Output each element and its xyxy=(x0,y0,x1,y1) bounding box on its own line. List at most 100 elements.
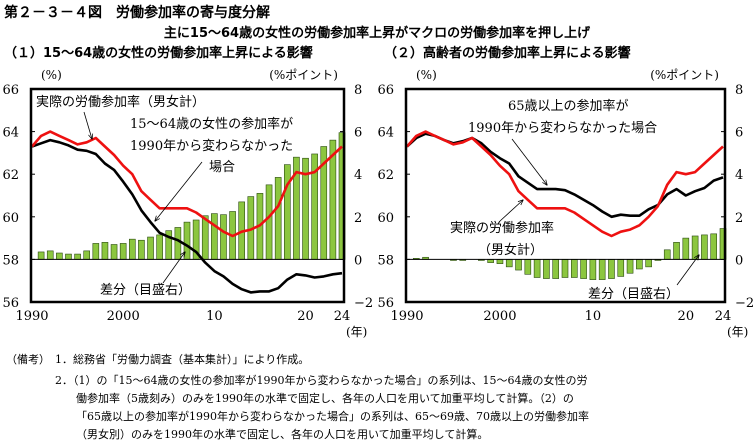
x-tick-label: 1990 xyxy=(15,309,48,324)
diff-bar xyxy=(533,259,541,278)
diff-bar xyxy=(101,242,109,260)
panel1-actual-arrow xyxy=(83,111,92,139)
x-axis-label: (年) xyxy=(727,325,748,339)
diff-bar xyxy=(561,259,569,278)
panel1-diff-label: 差分（目盛右） xyxy=(100,283,191,298)
panel1-cf-arrow xyxy=(155,161,203,221)
y-right-axis-label: (%ポイント) xyxy=(650,68,719,82)
panel1-actual-label: 実際の労働参加率（男女計） xyxy=(36,94,205,110)
diff-bar xyxy=(673,242,680,260)
panel2-cf-label-1: 65歳以上の参加率が xyxy=(508,98,629,114)
panel1-cf-label-3: 場合 xyxy=(209,160,235,175)
diff-bar xyxy=(626,259,634,274)
panel2-cf-label-2: 1990年から変わらなかった場合 xyxy=(468,120,657,136)
diff-bar xyxy=(543,259,550,279)
diff-bar xyxy=(201,215,209,260)
figure-title: 第２－３－４図 労働参加率の寄与度分解 xyxy=(4,5,270,21)
y-right-tick-label: 2 xyxy=(735,211,743,226)
diff-bar xyxy=(552,259,560,279)
x-axis-label: (年) xyxy=(346,325,367,339)
diff-bar xyxy=(220,214,227,260)
diff-bar xyxy=(580,259,587,279)
plot-frame xyxy=(29,87,346,304)
diff-bar xyxy=(515,259,522,271)
y-left-tick-label: 60 xyxy=(377,211,394,226)
diff-bar xyxy=(74,253,81,260)
y-left-tick-label: 58 xyxy=(2,253,19,268)
diff-bar xyxy=(65,253,72,260)
y-left-tick-label: 66 xyxy=(2,83,19,98)
panel1-title: （１）15～64歳の女性の労働参加率上昇による影響 xyxy=(4,46,313,61)
diff-bar xyxy=(636,259,643,270)
panel2-diff-arrow xyxy=(676,255,699,286)
diff-bar xyxy=(56,252,63,260)
y-right-tick-label: 4 xyxy=(735,168,743,183)
x-tick-label: 2000 xyxy=(107,309,140,324)
diff-bar xyxy=(211,213,218,260)
panel2-diff-label: 差分（目盛右） xyxy=(588,287,679,302)
y-left-tick-label: 60 xyxy=(2,211,19,226)
y-left-tick-label: 66 xyxy=(377,83,394,98)
diff-bar xyxy=(274,177,282,260)
y-right-tick-label: 8 xyxy=(735,83,743,98)
panel2-actual-label-1: 実際の労働参加率 xyxy=(450,220,554,236)
notes-label: （備考） xyxy=(6,353,50,366)
note-2-line1: 2．（1）の「15～64歳の女性の参加率が1990年から変わらなかった場合」の系… xyxy=(55,374,588,387)
y-right-tick-label: 0 xyxy=(354,253,362,268)
y-left-tick-label: 58 xyxy=(377,253,394,268)
y-left-tick-label: 62 xyxy=(377,168,394,183)
diff-bar xyxy=(617,259,625,277)
actual-rate-line xyxy=(406,130,724,238)
diff-bar xyxy=(138,239,145,260)
y-left-tick-label: 56 xyxy=(377,296,394,311)
panel1-cf-label-2: 1990年から変わらなかった xyxy=(130,138,293,154)
note-1: 1．総務省「労働力調査（基本集計）」により作成。 xyxy=(55,353,310,366)
x-tick-label: 24 xyxy=(334,309,351,324)
diff-bar xyxy=(265,184,273,260)
y-left-axis-label: (%) xyxy=(41,68,62,82)
y-right-tick-label: 6 xyxy=(735,126,743,141)
diff-bar xyxy=(608,259,615,279)
counterfactual-rate-line xyxy=(31,138,343,294)
diff-bar xyxy=(283,164,291,260)
y-left-tick-label: 62 xyxy=(2,168,19,183)
y-right-tick-label: 6 xyxy=(354,126,362,141)
figure-subtitle: 主に15～64歳の女性の労働参加率上昇がマクロの労働参加率を押し上げ xyxy=(163,26,591,41)
x-tick-label: 24 xyxy=(715,309,732,324)
y-right-tick-label: 0 xyxy=(735,253,743,268)
panel2-actual-label-2: （男女計） xyxy=(478,242,543,258)
panel2-title: （２）高齢者の労働参加率上昇による影響 xyxy=(384,46,631,61)
x-tick-label: 20 xyxy=(297,309,314,324)
diff-bar xyxy=(524,259,532,275)
y-left-axis-label: (%) xyxy=(416,68,437,82)
plot-frame xyxy=(404,87,727,304)
x-tick-label: 20 xyxy=(678,309,695,324)
y-right-tick-label: −2 xyxy=(354,296,373,311)
actual-rate-line xyxy=(31,130,343,238)
y-right-tick-label: 2 xyxy=(354,211,362,226)
x-tick-label: 1990 xyxy=(390,309,423,324)
diff-bar xyxy=(119,243,127,260)
y-left-tick-label: 64 xyxy=(2,126,19,141)
x-tick-label: 10 xyxy=(206,309,223,324)
diff-bar xyxy=(645,259,652,268)
diff-bar xyxy=(37,251,45,260)
diff-bar xyxy=(701,234,708,260)
diff-bar xyxy=(147,236,154,260)
diff-bar xyxy=(46,250,54,260)
diff-bar xyxy=(691,235,699,260)
note-2-line2: 働参加率（5歳刻み）のみを1990年の水準で固定し、各年の人口を用いて加重平均し… xyxy=(76,392,574,405)
panel2-cf-arrow xyxy=(511,138,547,185)
x-tick-label: 10 xyxy=(585,309,602,324)
panel1-diff-arrow xyxy=(162,252,185,284)
note-2-line4: （男女別）のみを1990年の水準で固定し、各年の人口を用いて加重平均して計算。 xyxy=(76,428,489,441)
y-right-tick-label: 8 xyxy=(354,83,362,98)
diff-bar xyxy=(505,259,513,268)
panel2-actual-arrow xyxy=(499,200,523,222)
diff-bar xyxy=(183,221,191,260)
diff-bar xyxy=(710,233,718,260)
diff-bar xyxy=(589,259,597,280)
diff-bar xyxy=(598,259,606,280)
